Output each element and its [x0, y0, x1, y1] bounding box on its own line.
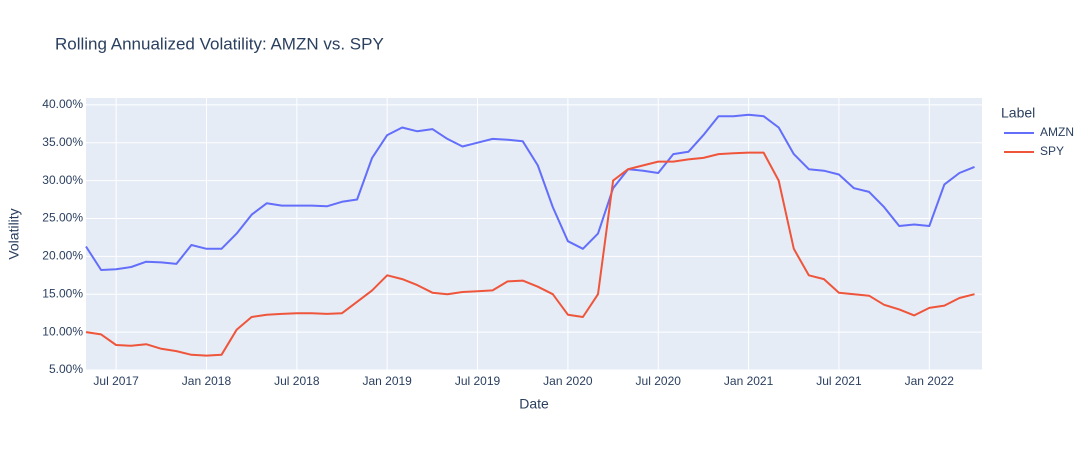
- legend-title: Label: [1001, 105, 1035, 121]
- x-axis-title: Date: [519, 396, 549, 412]
- x-tick-label: Jan 2018: [182, 374, 232, 388]
- y-tick-label: 5.00%: [49, 362, 83, 376]
- x-tick-label: Jan 2020: [543, 374, 593, 388]
- x-tick-label: Jul 2018: [274, 374, 320, 388]
- line: [85, 113, 975, 271]
- x-tick-label: Jan 2021: [724, 374, 774, 388]
- plot-area: [86, 98, 982, 370]
- legend-label: AMZN: [1040, 125, 1074, 139]
- y-tick-label: 20.00%: [42, 249, 83, 263]
- y-tick-label: 15.00%: [42, 286, 83, 300]
- y-tick-label: 35.00%: [42, 135, 83, 149]
- x-tick-label: Jan 2022: [905, 374, 955, 388]
- y-tick-label: 25.00%: [42, 211, 83, 225]
- chart-title: Rolling Annualized Volatility: AMZN vs. …: [55, 34, 384, 53]
- y-tick-label: 30.00%: [42, 173, 83, 187]
- legend-label: SPY: [1040, 144, 1064, 158]
- line: [85, 151, 975, 357]
- x-tick-label: Jul 2020: [636, 374, 682, 388]
- x-tick-label: Jul 2017: [93, 374, 139, 388]
- x-tick-label: Jul 2019: [455, 374, 501, 388]
- x-tick-label: Jul 2021: [816, 374, 862, 388]
- y-tick-label: 40.00%: [42, 97, 83, 111]
- y-tick-label: 10.00%: [42, 324, 83, 338]
- x-tick-label: Jan 2019: [362, 374, 412, 388]
- y-axis-title: Volatility: [6, 208, 22, 259]
